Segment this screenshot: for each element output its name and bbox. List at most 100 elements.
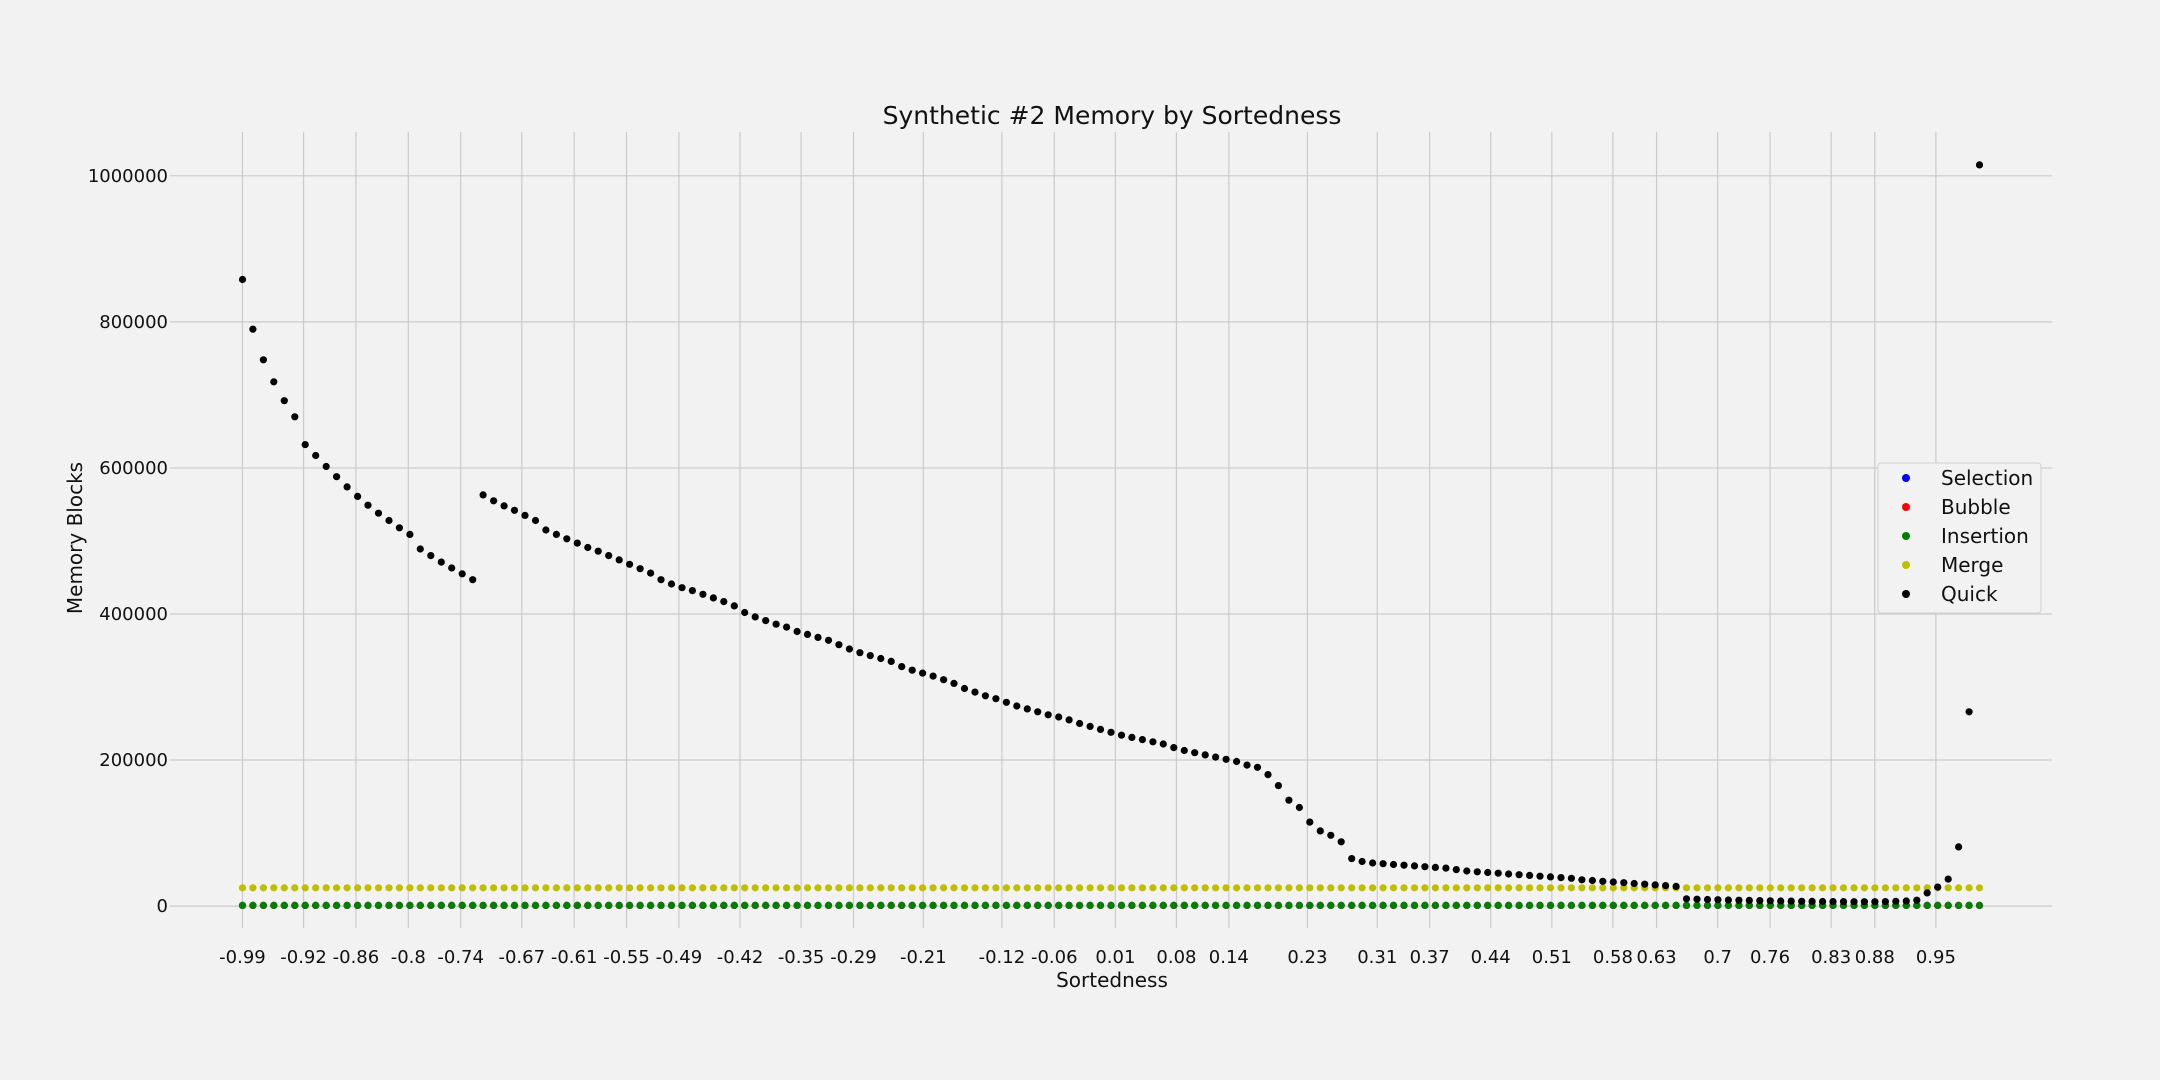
x-tick-label: 0.31 bbox=[1357, 947, 1397, 968]
data-point bbox=[1829, 884, 1837, 892]
data-point bbox=[1745, 884, 1753, 892]
data-point bbox=[1913, 901, 1921, 910]
data-point bbox=[709, 901, 718, 910]
data-point bbox=[1348, 855, 1356, 863]
data-point bbox=[814, 901, 822, 910]
data-point bbox=[1913, 896, 1921, 904]
data-point bbox=[406, 530, 414, 539]
data-point bbox=[1201, 751, 1209, 759]
legend-entry: Bubble bbox=[1941, 495, 2011, 519]
data-point bbox=[584, 884, 592, 892]
data-point bbox=[992, 695, 1000, 703]
data-point bbox=[971, 688, 979, 696]
data-point bbox=[521, 511, 529, 519]
data-point bbox=[1682, 901, 1691, 910]
data-point bbox=[1965, 884, 1973, 892]
data-point bbox=[1233, 884, 1241, 892]
data-point bbox=[594, 547, 602, 555]
data-point bbox=[1777, 884, 1785, 892]
data-point bbox=[594, 884, 602, 892]
data-point bbox=[1662, 882, 1670, 890]
data-point bbox=[259, 901, 267, 910]
data-point bbox=[1306, 884, 1314, 892]
data-point bbox=[793, 901, 801, 910]
data-point bbox=[1431, 863, 1439, 872]
data-point bbox=[1850, 898, 1858, 906]
data-point bbox=[1400, 884, 1408, 892]
data-point bbox=[688, 901, 697, 910]
data-point bbox=[1756, 897, 1764, 905]
data-point bbox=[1860, 898, 1868, 906]
data-point bbox=[856, 884, 864, 892]
chart-title: Synthetic #2 Memory by Sortedness bbox=[883, 101, 1342, 130]
data-point bbox=[1505, 884, 1513, 892]
data-point bbox=[1839, 884, 1848, 892]
data-point bbox=[667, 884, 676, 892]
x-tick-label: -0.61 bbox=[551, 947, 598, 968]
x-tick-label: -0.67 bbox=[498, 947, 545, 968]
data-point bbox=[1578, 901, 1586, 910]
data-point bbox=[1913, 884, 1921, 892]
data-point bbox=[1117, 901, 1126, 910]
data-point bbox=[1714, 884, 1722, 892]
data-point bbox=[1599, 884, 1607, 892]
x-tick-label: -0.92 bbox=[280, 947, 327, 968]
data-point bbox=[1902, 897, 1910, 905]
data-point bbox=[720, 901, 728, 910]
data-point bbox=[469, 576, 477, 584]
data-point bbox=[354, 884, 362, 892]
data-point bbox=[1316, 884, 1324, 892]
data-point bbox=[448, 564, 456, 572]
data-point bbox=[1243, 901, 1251, 910]
data-point bbox=[395, 884, 403, 892]
data-point bbox=[877, 901, 885, 910]
data-point bbox=[301, 901, 309, 910]
data-point bbox=[490, 901, 498, 910]
data-point bbox=[395, 901, 403, 910]
data-point bbox=[364, 501, 372, 509]
data-point bbox=[573, 539, 581, 547]
data-point bbox=[1641, 901, 1649, 910]
data-point bbox=[1086, 722, 1094, 731]
data-point bbox=[919, 669, 927, 677]
data-point bbox=[929, 884, 937, 892]
data-point bbox=[1044, 884, 1052, 892]
data-point bbox=[552, 884, 561, 892]
data-point bbox=[1107, 728, 1115, 736]
data-point bbox=[1588, 884, 1596, 892]
data-point bbox=[573, 884, 581, 892]
data-point bbox=[626, 901, 634, 910]
data-point bbox=[657, 884, 665, 892]
data-point bbox=[1076, 884, 1084, 892]
data-point bbox=[762, 617, 770, 625]
data-point bbox=[1871, 898, 1879, 906]
data-point bbox=[458, 901, 466, 910]
data-point bbox=[1798, 897, 1806, 905]
data-point bbox=[1703, 901, 1712, 910]
data-point bbox=[1107, 901, 1115, 910]
data-point bbox=[971, 884, 979, 892]
x-tick-label: 0.51 bbox=[1532, 947, 1572, 968]
data-point bbox=[500, 502, 508, 510]
data-point bbox=[343, 901, 351, 910]
data-point bbox=[866, 652, 874, 660]
data-point bbox=[1253, 901, 1262, 910]
data-point bbox=[249, 901, 257, 910]
data-point bbox=[510, 884, 519, 892]
data-point bbox=[1243, 884, 1251, 892]
data-point bbox=[1243, 761, 1251, 769]
data-point bbox=[960, 684, 969, 693]
data-point bbox=[280, 884, 288, 892]
data-point bbox=[594, 901, 602, 910]
data-point bbox=[238, 275, 247, 284]
data-point bbox=[814, 633, 822, 642]
data-point bbox=[1285, 884, 1293, 892]
data-point bbox=[688, 587, 697, 595]
data-point bbox=[1923, 884, 1931, 892]
data-point bbox=[636, 884, 644, 892]
data-point bbox=[312, 451, 320, 460]
data-point bbox=[940, 901, 948, 910]
data-point bbox=[741, 901, 749, 910]
data-point bbox=[908, 884, 916, 892]
data-point bbox=[1191, 884, 1199, 892]
